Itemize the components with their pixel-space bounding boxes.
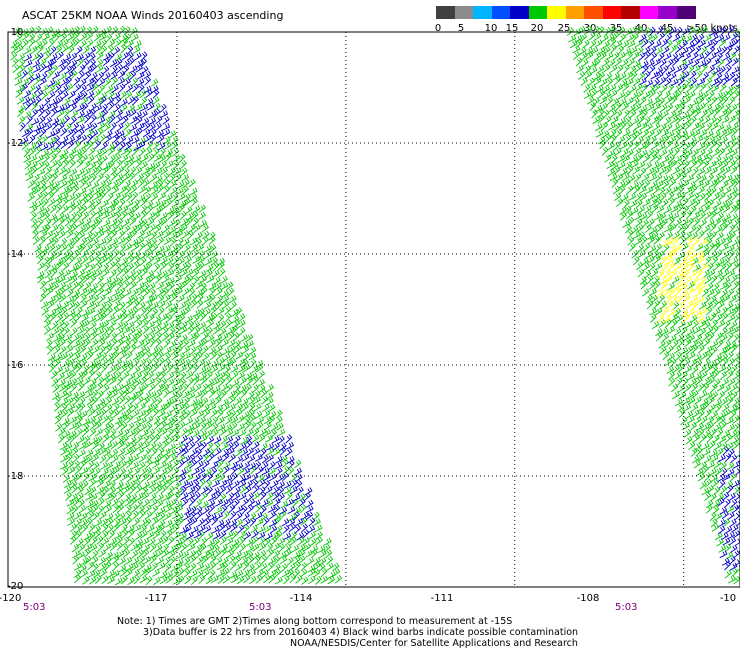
west-swath-barbs-10to15-knots <box>19 45 316 541</box>
lon-label-114w: -114 <box>289 593 313 604</box>
legend-label-10: >50 knots <box>686 23 738 34</box>
legend-label-8: 40 <box>634 23 648 34</box>
map-frame <box>7 31 740 588</box>
legend-swatch-11 <box>639 6 659 19</box>
map-title: ASCAT 25KM NOAA Winds 20160403 ascending <box>22 9 284 22</box>
lat-label-10s: -10 <box>7 27 24 38</box>
note-line-3: NOAA/NESDIS/Center for Satellite Applica… <box>290 638 578 649</box>
pass-time-1: 5:03 <box>23 602 46 613</box>
lat-label-14s: -14 <box>7 249 24 260</box>
legend-label-0: 0 <box>434 23 442 34</box>
note-line-2: 3)Data buffer is 22 hrs from 20160403 4)… <box>143 627 579 638</box>
legend-swatch-0 <box>436 6 455 19</box>
east-swath-barbs-15to20-knots <box>566 25 740 585</box>
legend-label-4: 20 <box>530 23 544 34</box>
legend-swatch-2 <box>473 6 492 19</box>
legend-label-2: 10 <box>484 23 498 34</box>
pass-time-3: 5:03 <box>615 602 638 613</box>
legend-label-3: 15 <box>505 23 519 34</box>
legend-label-6: 30 <box>583 23 597 34</box>
legend-swatch-1 <box>454 6 474 19</box>
lon-label-120w: -120 <box>0 593 22 604</box>
lon-label-117w: -117 <box>144 593 168 604</box>
legend-swatch-8 <box>584 6 603 19</box>
lon-label-10x-edge: -10 <box>719 593 737 604</box>
legend-swatch-13 <box>676 6 696 19</box>
legend-swatch-9 <box>602 6 622 19</box>
lon-label-108w: -108 <box>576 593 600 604</box>
lat-label-20s: -20 <box>7 581 24 592</box>
legend-swatch-10 <box>621 6 640 19</box>
legend-swatch-12 <box>658 6 677 19</box>
note-line-1: Note: 1) Times are GMT 2)Times along bot… <box>117 616 513 627</box>
legend-swatch-3 <box>491 6 511 19</box>
legend-swatch-4 <box>510 6 529 19</box>
legend-label-9: 45 <box>660 23 674 34</box>
legend-swatch-7 <box>565 6 585 19</box>
legend-label-5: 25 <box>557 23 571 34</box>
legend-swatch-6 <box>547 6 566 19</box>
pass-time-2: 5:03 <box>249 602 272 613</box>
legend-label-1: 5 <box>457 23 465 34</box>
lat-label-18s: -18 <box>7 471 24 482</box>
lon-label-111w: -111 <box>430 593 454 604</box>
legend-swatch-5 <box>528 6 548 19</box>
lat-label-12s: -12 <box>7 138 24 149</box>
wind-barb-layer <box>10 25 740 586</box>
lat-label-16s: -16 <box>7 360 24 371</box>
east-swath-barbs-20to25-knots <box>656 236 708 324</box>
east-swath-barbs-10to15-knots <box>638 25 740 571</box>
west-swath-barbs-15to20-knots <box>10 25 343 586</box>
lat-lon-grid <box>8 32 740 587</box>
wind-speed-legend: 0 5 10 15 20 25 30 35 40 45 >50 knots <box>434 4 740 34</box>
